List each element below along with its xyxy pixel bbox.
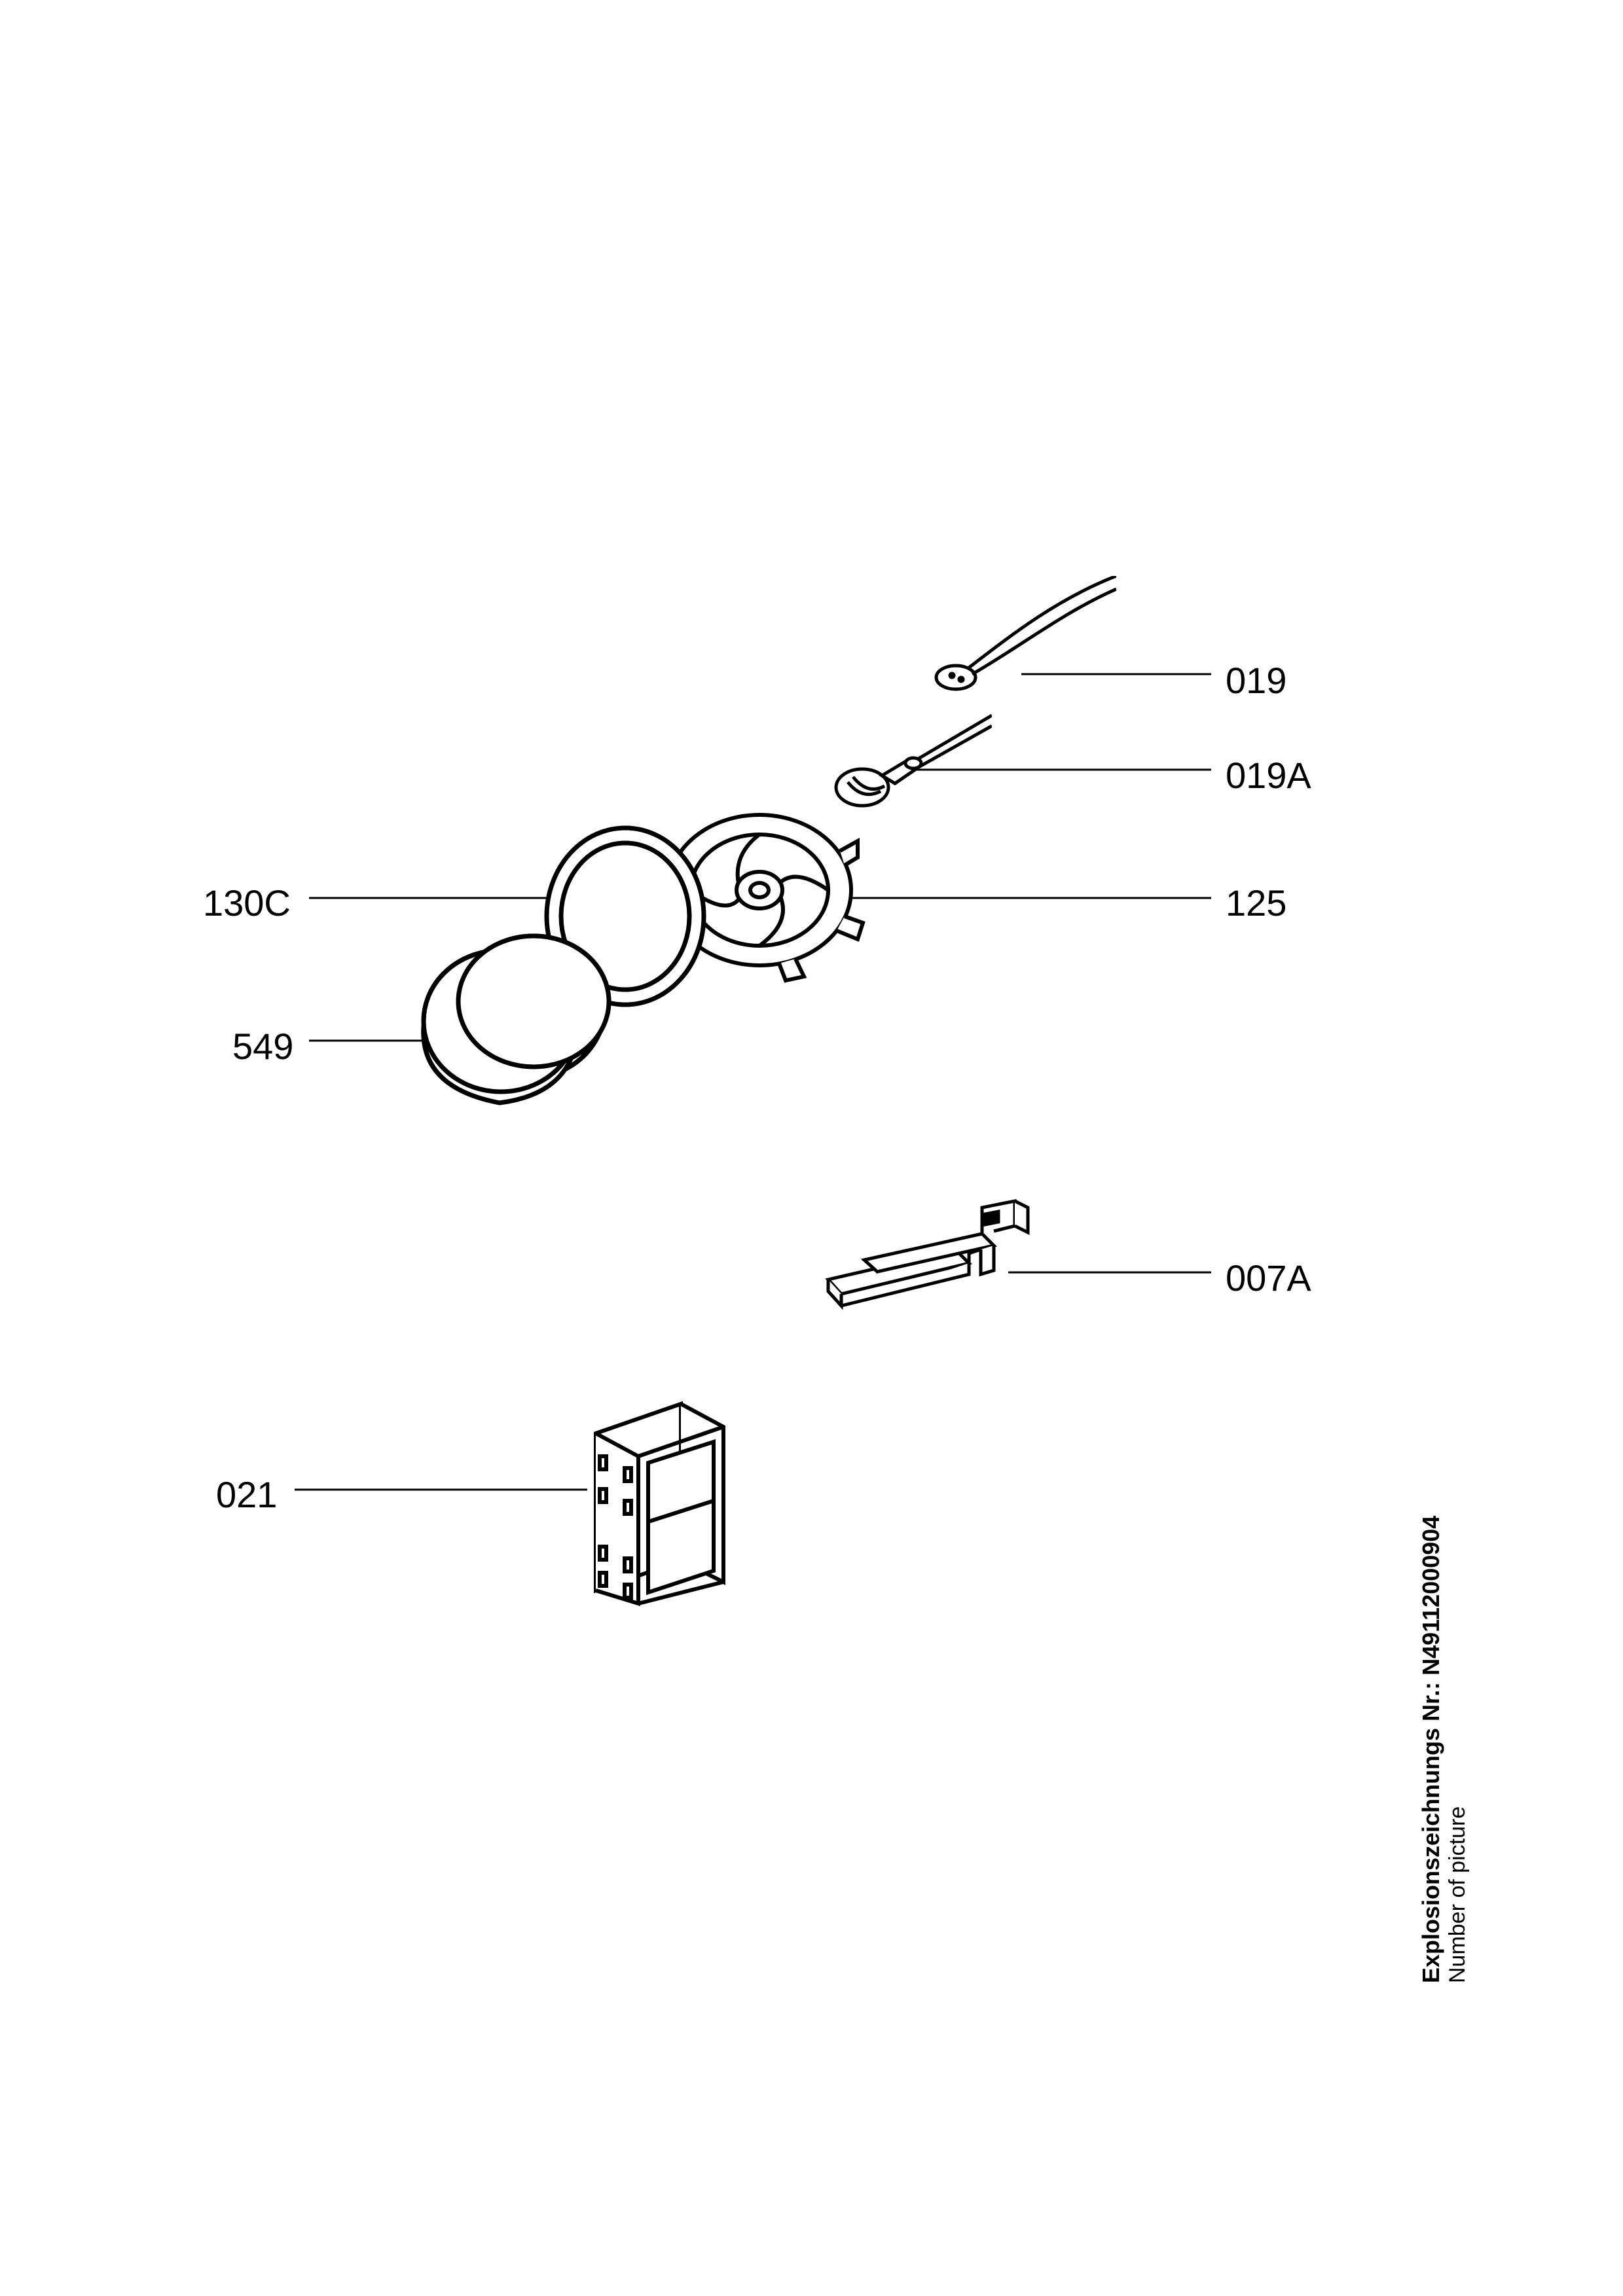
callout-007A: 007A [1226,1257,1311,1299]
callout-019A: 019A [1226,754,1311,797]
part-007A-icon [818,1188,1041,1319]
callout-130C: 130C [203,882,291,924]
callout-549: 549 [232,1025,293,1067]
drawing-number-caption: Explosionszeichnungs Nr.: N49112000904 N… [1417,1516,1470,1983]
callout-019: 019 [1226,659,1286,702]
drawing-number-sub: Number of picture [1445,1806,1470,1983]
part-549-icon [403,916,619,1113]
part-019-icon [920,576,1116,707]
callout-125: 125 [1226,882,1286,924]
part-021-icon [583,1391,753,1607]
callout-021: 021 [216,1473,277,1516]
drawing-number-bold: Explosionszeichnungs Nr.: N49112000904 [1417,1516,1444,1983]
exploded-diagram-page: 019 019A 125 007A 130C 549 021 [0,0,1623,2296]
leader-lines [0,0,1623,2296]
